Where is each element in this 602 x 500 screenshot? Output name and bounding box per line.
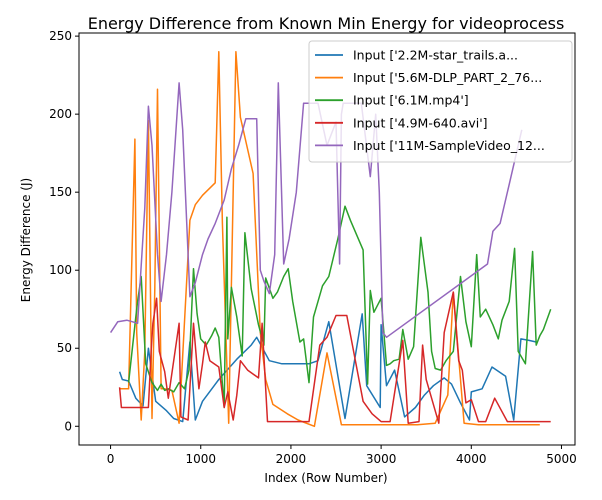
legend-label-3: Input ['6.1M.mp4'] bbox=[353, 93, 469, 108]
x-tick-label-3: 2000 bbox=[276, 452, 307, 466]
x-axis-label: Index (Row Number) bbox=[264, 471, 387, 485]
x-tick-label-5: 4000 bbox=[456, 452, 487, 466]
series-line-3 bbox=[127, 205, 552, 409]
legend-label-1: Input ['2.2M-star_trails.a... bbox=[353, 48, 518, 63]
chart-title: Energy Difference from Known Min Energy … bbox=[88, 14, 565, 33]
series-line-2 bbox=[119, 50, 540, 428]
legend-label-2: Input ['5.6M-DLP_PART_2_76... bbox=[353, 70, 542, 85]
legend-label-4: Input ['4.9M-640.avi'] bbox=[353, 115, 488, 130]
legend-box bbox=[308, 40, 573, 163]
legend-label-5: Input ['11M-SampleVideo_12... bbox=[353, 138, 545, 153]
y-tick-label-3: 100 bbox=[49, 263, 72, 277]
y-tick-label-5: 200 bbox=[49, 107, 72, 121]
y-tick-label-2: 50 bbox=[57, 341, 72, 355]
series-line-4 bbox=[118, 291, 551, 424]
x-tick-label-6: 5000 bbox=[546, 452, 577, 466]
y-tick-label-6: 250 bbox=[49, 29, 72, 43]
x-tick-label-1: 0 bbox=[107, 452, 115, 466]
x-tick-label-2: 1000 bbox=[185, 452, 216, 466]
series-layer bbox=[109, 50, 552, 428]
y-axis-label: Energy Difference (J) bbox=[19, 178, 33, 302]
plot-frame bbox=[78, 32, 576, 446]
y-tick-label-4: 150 bbox=[49, 185, 72, 199]
legend: Input ['2.2M-star_trails.a... Input ['5.6… bbox=[308, 40, 573, 163]
axes-layer: 0 1000 2000 3000 4000 5000 0 50 100 150 200 250 bbox=[49, 29, 577, 466]
y-tick-label-1: 0 bbox=[64, 419, 72, 433]
x-tick-label-4: 3000 bbox=[366, 452, 397, 466]
series-line-1 bbox=[118, 313, 537, 423]
series-line-5 bbox=[109, 82, 523, 339]
